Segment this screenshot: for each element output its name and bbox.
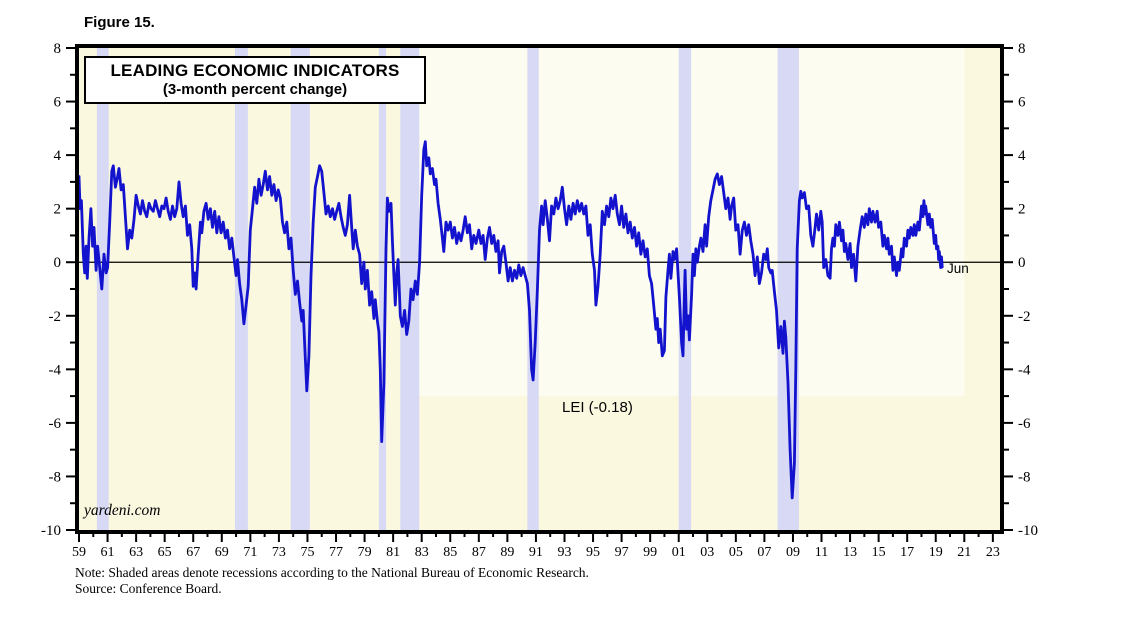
y-axis-tick-label: -6 — [1018, 416, 1031, 432]
highlight-region — [419, 48, 965, 397]
x-axis-tick-label: 99 — [643, 545, 657, 560]
x-axis-tick-label: 73 — [272, 545, 286, 560]
recession-band — [777, 46, 799, 532]
y-axis-tick-label: -4 — [1018, 362, 1031, 378]
lei-series-line — [77, 140, 944, 500]
y-axis-tick-label: 6 — [1018, 95, 1026, 111]
y-axis-tick-label: -10 — [41, 523, 61, 539]
chart-title-line2: (3-month percent change) — [162, 81, 348, 98]
y-axis-tick-label: 2 — [54, 202, 62, 218]
y-axis-tick-label: -8 — [49, 469, 62, 485]
y-axis-tick-label: 8 — [54, 41, 62, 57]
x-axis-tick-label: 01 — [672, 545, 686, 560]
x-axis-tick-label: 97 — [615, 545, 629, 560]
x-axis-tick-label: 13 — [843, 545, 857, 560]
x-axis-tick-label: 23 — [986, 545, 1000, 560]
x-axis-tick-label: 71 — [243, 545, 257, 560]
x-axis-tick-label: 75 — [300, 545, 314, 560]
x-axis-tick-label: 79 — [358, 545, 372, 560]
y-axis-tick-label: -10 — [1018, 523, 1038, 539]
x-axis-tick-label: 07 — [757, 545, 771, 560]
x-axis-tick-label: 59 — [72, 545, 86, 560]
y-axis-tick-label: 4 — [54, 148, 62, 164]
y-axis-tick-label: 8 — [1018, 41, 1026, 57]
last-point-month-label: Jun — [947, 261, 969, 276]
source-line: Source: Conference Board. — [75, 581, 222, 596]
x-axis-tick-label: 69 — [215, 545, 229, 560]
recession-band — [527, 46, 539, 532]
y-axis-tick-label: -2 — [1018, 309, 1031, 325]
y-axis-tick-label: -6 — [49, 416, 62, 432]
y-axis-tick-label: 0 — [54, 255, 62, 271]
x-axis-tick-label: 85 — [443, 545, 457, 560]
x-axis-tick-label: 05 — [729, 545, 743, 560]
y-axis-tick-label: 6 — [54, 95, 62, 111]
x-axis-tick-label: 89 — [500, 545, 514, 560]
figure-number-label: Figure 15. — [84, 14, 155, 31]
x-axis-tick-label: 91 — [529, 545, 543, 560]
series-value-label: LEI (-0.18) — [562, 399, 633, 416]
chart-title-line1: LEADING ECONOMIC INDICATORS — [110, 61, 400, 80]
x-axis-tick-label: 93 — [557, 545, 571, 560]
chart-title-box: LEADING ECONOMIC INDICATORS (3-month per… — [84, 56, 426, 104]
y-axis-tick-label: 2 — [1018, 202, 1026, 218]
x-axis-tick-label: 65 — [158, 545, 172, 560]
x-axis-tick-label: 15 — [872, 545, 886, 560]
recession-band — [378, 46, 386, 532]
x-axis-tick-label: 61 — [101, 545, 115, 560]
y-axis-tick-label: 0 — [1018, 255, 1026, 271]
y-axis-tick-label: -8 — [1018, 469, 1031, 485]
recession-band — [290, 46, 310, 532]
x-axis-tick-label: 11 — [815, 545, 828, 560]
x-axis-tick-label: 09 — [786, 545, 800, 560]
x-axis-tick-label: 81 — [386, 545, 400, 560]
x-axis-tick-label: 17 — [900, 545, 914, 560]
x-axis-tick-label: 83 — [415, 545, 429, 560]
y-axis-tick-label: -2 — [49, 309, 62, 325]
x-axis-tick-label: 87 — [472, 545, 486, 560]
x-axis-tick-label: 67 — [186, 545, 200, 560]
yardeni-watermark: yardeni.com — [84, 502, 161, 519]
x-axis-tick-label: 63 — [129, 545, 143, 560]
x-axis-tick-label: 95 — [586, 545, 600, 560]
footnotes: Note: Shaded areas denote recessions acc… — [75, 565, 589, 597]
x-axis-tick-label: 03 — [700, 545, 714, 560]
x-axis-tick-label: 77 — [329, 545, 343, 560]
y-axis-tick-label: -4 — [49, 362, 62, 378]
y-axis-tick-label: 4 — [1018, 148, 1026, 164]
plot-border — [75, 44, 1004, 534]
x-axis-tick-label: 21 — [957, 545, 971, 560]
x-axis-tick-label: 19 — [929, 545, 943, 560]
note-line: Note: Shaded areas denote recessions acc… — [75, 565, 589, 580]
